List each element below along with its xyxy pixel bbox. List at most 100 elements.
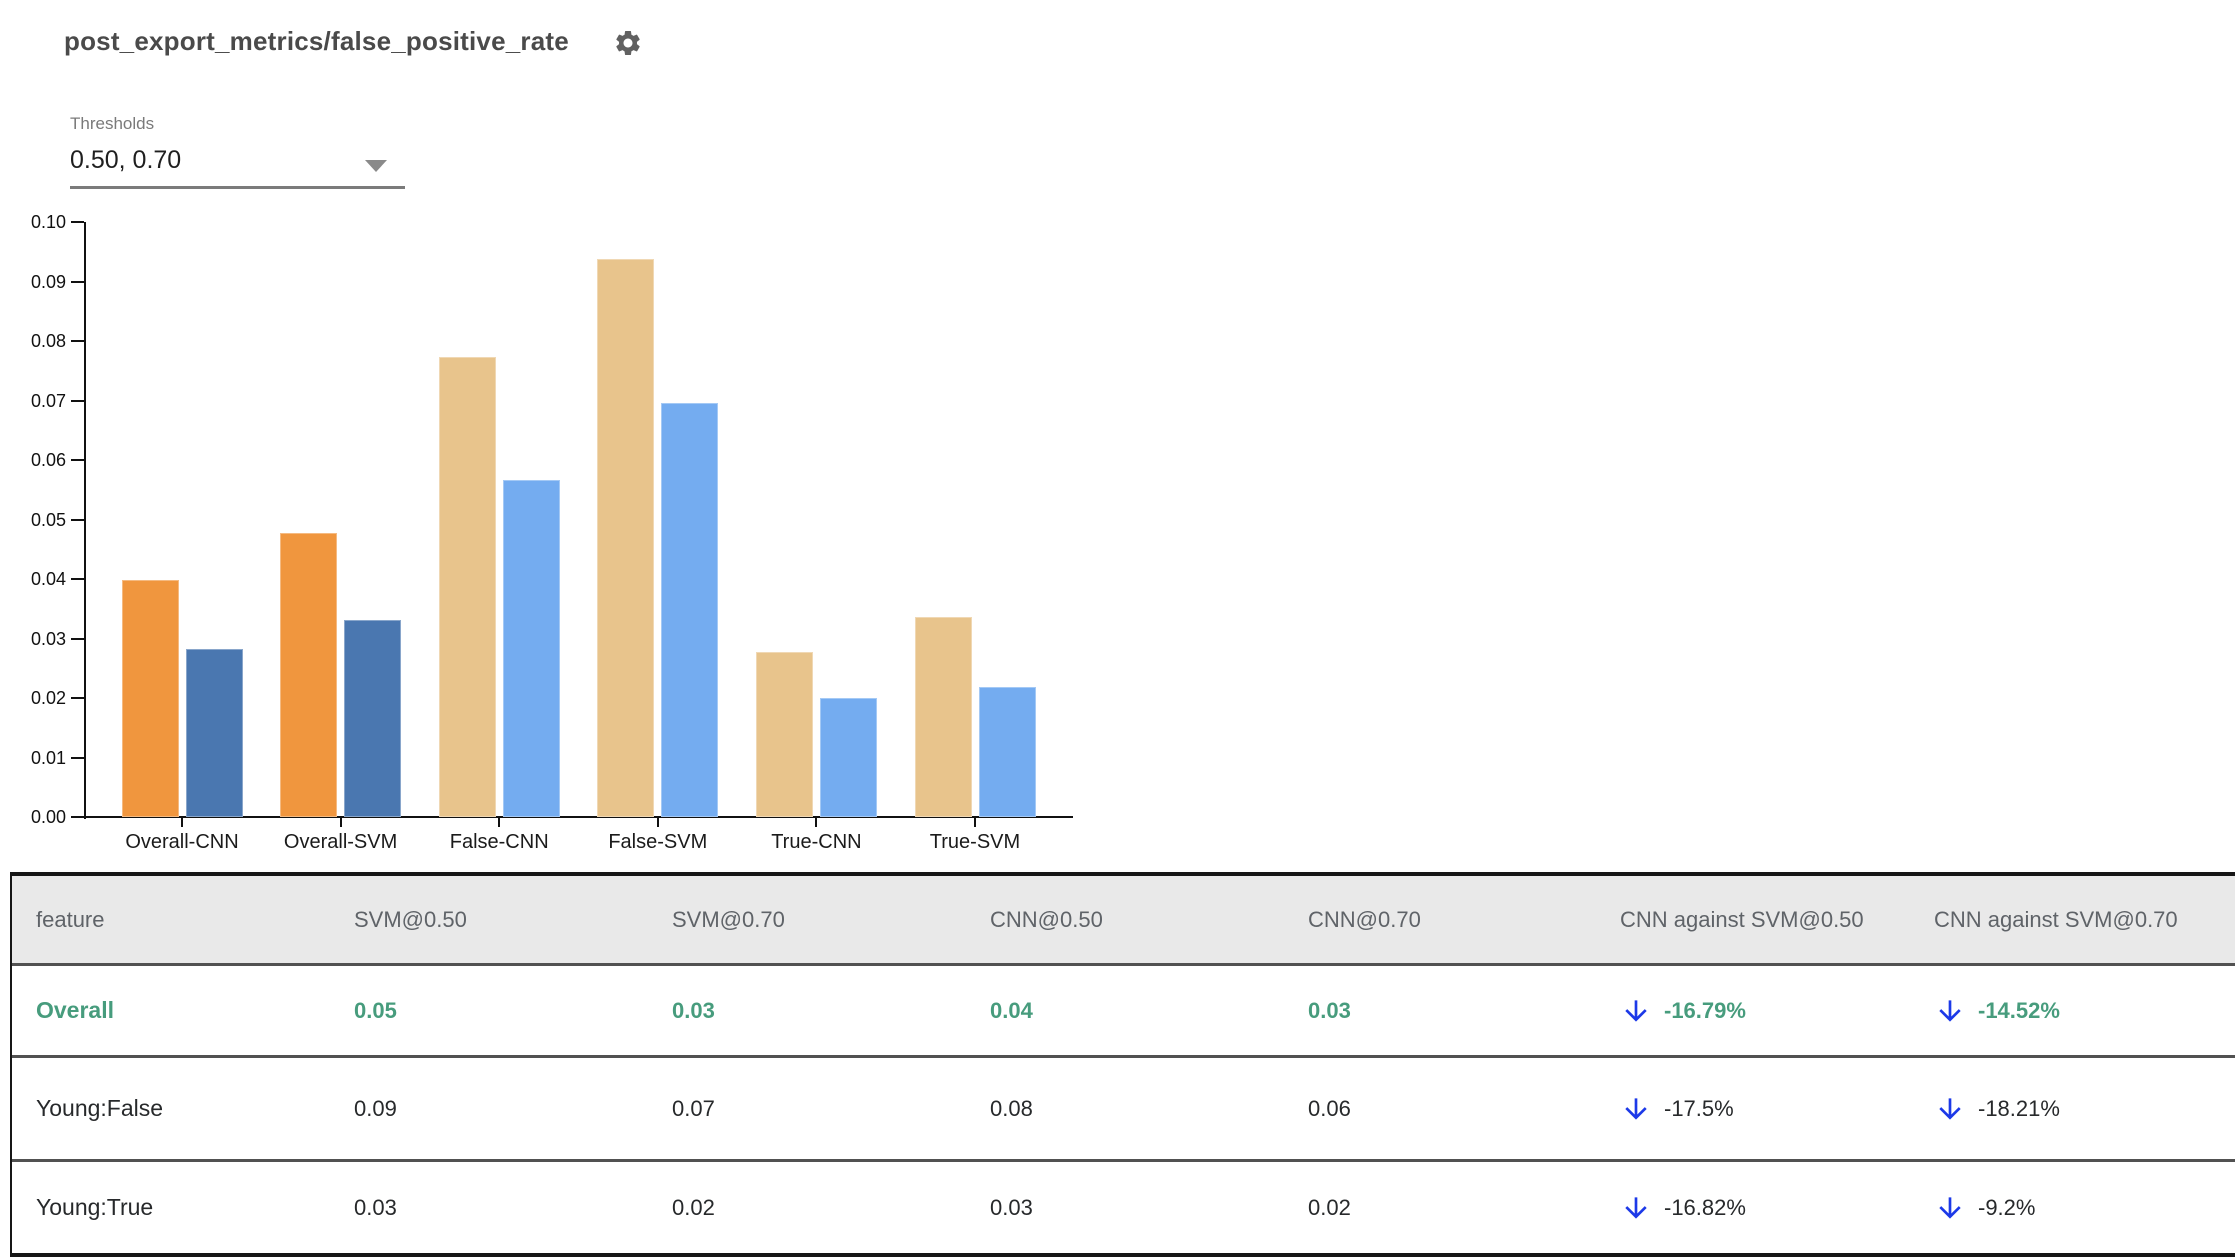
x-axis-tick [656, 818, 659, 827]
x-axis-tick [498, 818, 501, 827]
y-axis-tick [71, 637, 84, 640]
comparison-cell-cnn-against-svm-0-70: -9.2% [1910, 1162, 2235, 1253]
metric-value-cell-cnn-0-50: 0.04 [990, 997, 1033, 1023]
column-header-svm-0-50: SVM@0.50 [354, 906, 467, 932]
metric-value-cell-svm-0-50: 0.05 [354, 997, 397, 1023]
comparison-percent: -16.82% [1664, 1194, 1746, 1220]
x-axis-tick [974, 818, 976, 827]
comparison-cell-cnn-against-svm-0-50: -16.79% [1596, 966, 1910, 1055]
settings-gear-icon[interactable] [613, 28, 643, 58]
column-header-cnn-against-svm-0-50: CNN against SVM@0.50 [1620, 906, 1864, 932]
y-axis-tick-label: 0.10 [30, 212, 66, 232]
y-axis-tick-label: 0.03 [30, 628, 66, 649]
bar-Overall-SVM-threshold0.50[interactable] [280, 532, 338, 817]
bar-Overall-CNN-threshold0.50[interactable] [121, 580, 179, 817]
x-axis-category-label: True-CNN [771, 831, 862, 853]
y-axis-tick [71, 340, 84, 342]
thresholds-label: Thresholds [70, 114, 155, 133]
metric-value-cell-svm-0-50: 0.03 [354, 1194, 397, 1220]
bar-True-SVM-threshold0.70[interactable] [978, 686, 1036, 817]
comparison-percent: -9.2% [1978, 1194, 2036, 1220]
table-header-row: feature SVM@0.50 SVM@0.70 CNN@0.50 CNN@0.70 C… [12, 876, 2235, 963]
table-row-overall: Overall 0.05 0.03 0.04 0.03 -16.79% -14.52% [12, 963, 2235, 1055]
comparison-cell-cnn-against-svm-0-70: -14.52% [1910, 966, 2235, 1055]
y-axis-tick-label: 0.05 [30, 509, 66, 530]
y-axis-tick-label: 0.06 [30, 450, 66, 470]
y-axis-tick-label: 0.09 [30, 271, 66, 292]
y-axis-tick [71, 578, 84, 580]
bar-True-CNN-threshold0.50[interactable] [755, 651, 813, 817]
metrics-table: feature SVM@0.50 SVM@0.70 CNN@0.50 CNN@0.70 C… [10, 872, 2235, 1257]
x-axis-category-label: Overall-SVM [283, 831, 398, 853]
bar-False-CNN-threshold0.50[interactable] [438, 357, 496, 817]
metric-value-cell-svm-0-50: 0.09 [354, 1095, 397, 1121]
column-header-cnn-against-svm-0-70: CNN against SVM@0.70 [1934, 906, 2178, 932]
x-axis-tick [181, 818, 183, 827]
feature-cell: Overall [36, 997, 114, 1023]
metric-value-cell-svm-0-70: 0.02 [672, 1194, 715, 1220]
arrow-down-icon [1939, 999, 1961, 1022]
y-axis-tick [71, 221, 84, 223]
bar-False-SVM-threshold0.50[interactable] [597, 258, 655, 817]
arrow-down-icon [1625, 999, 1647, 1022]
y-axis-tick-label: 0.07 [30, 390, 66, 411]
comparison-percent: -14.52% [1978, 997, 2060, 1023]
y-axis-tick [71, 518, 84, 521]
x-axis-category-label: False-SVM [608, 831, 708, 853]
x-axis-category-label: True-SVM [929, 831, 1021, 853]
y-axis-tick-label: 0.08 [30, 331, 66, 351]
comparison-percent: -18.21% [1978, 1095, 2060, 1121]
x-axis-category-label: Overall-CNN [125, 831, 239, 853]
y-axis-tick [71, 756, 84, 759]
x-axis-line [84, 816, 1073, 818]
column-header-cnn-0-50: CNN@0.50 [990, 906, 1103, 932]
bar-True-SVM-threshold0.50[interactable] [914, 617, 972, 817]
thresholds-select[interactable]: 0.50, 0.70 [70, 144, 405, 189]
metric-value-cell-cnn-0-50: 0.08 [990, 1095, 1033, 1121]
x-axis-tick [815, 818, 818, 827]
metric-value-cell-svm-0-70: 0.07 [672, 1095, 715, 1121]
bar-False-CNN-threshold0.70[interactable] [502, 479, 560, 817]
y-axis-tick [71, 399, 84, 402]
y-axis-tick [71, 816, 84, 818]
arrow-down-icon [1625, 1097, 1647, 1120]
comparison-cell-cnn-against-svm-0-50: -17.5% [1596, 1058, 1910, 1159]
metric-value-cell-cnn-0-70: 0.02 [1308, 1194, 1351, 1220]
x-axis-tick [339, 818, 342, 827]
column-header-svm-0-70: SVM@0.70 [672, 906, 785, 932]
arrow-down-icon [1939, 1097, 1961, 1120]
y-axis-tick-label: 0.04 [30, 569, 66, 589]
metric-value-cell-svm-0-70: 0.03 [672, 997, 715, 1023]
y-axis-tick-label: 0.01 [30, 747, 66, 768]
bar-False-SVM-threshold0.70[interactable] [661, 403, 719, 817]
comparison-cell-cnn-against-svm-0-70: -18.21% [1910, 1058, 2235, 1159]
bar-Overall-CNN-threshold0.70[interactable] [185, 648, 243, 817]
thresholds-value: 0.50, 0.70 [70, 146, 182, 174]
y-axis-line [84, 222, 86, 819]
y-axis-tick [71, 697, 84, 699]
metric-value-cell-cnn-0-50: 0.03 [990, 1194, 1033, 1220]
column-header-cnn-0-70: CNN@0.70 [1308, 906, 1421, 932]
arrow-down-icon [1625, 1196, 1647, 1219]
table-row-young-false: Young:False 0.09 0.07 0.08 0.06 -17.5% -18.21% [12, 1055, 2235, 1159]
bar-chart: 0.00 0.01 0.02 0.03 0.04 0.05 0.06 0.07 0.08 0.09… [0, 0, 1120, 880]
column-header-feature: feature [36, 906, 105, 932]
metric-value-cell-cnn-0-70: 0.03 [1308, 997, 1351, 1023]
table-row-young-true: Young:True 0.03 0.02 0.03 0.02 -16.82% -9.2% [12, 1159, 2235, 1253]
y-axis-tick [71, 280, 84, 283]
comparison-cell-cnn-against-svm-0-50: -16.82% [1596, 1162, 1910, 1253]
y-axis-tick-label: 0.00 [30, 807, 66, 827]
comparison-percent: -16.79% [1664, 997, 1746, 1023]
bar-Overall-SVM-threshold0.70[interactable] [344, 620, 402, 817]
feature-cell: Young:False [36, 1095, 164, 1121]
feature-cell: Young:True [36, 1194, 154, 1220]
page-title: post_export_metrics/false_positive_rate [64, 26, 569, 56]
comparison-percent: -17.5% [1664, 1095, 1734, 1121]
chevron-down-icon [365, 160, 387, 172]
gear-icon [616, 31, 640, 55]
y-axis-tick [71, 459, 84, 461]
bar-True-CNN-threshold0.70[interactable] [819, 698, 877, 817]
arrow-down-icon [1939, 1196, 1961, 1219]
x-axis-category-label: False-CNN [449, 831, 549, 853]
metric-value-cell-cnn-0-70: 0.06 [1308, 1095, 1351, 1121]
